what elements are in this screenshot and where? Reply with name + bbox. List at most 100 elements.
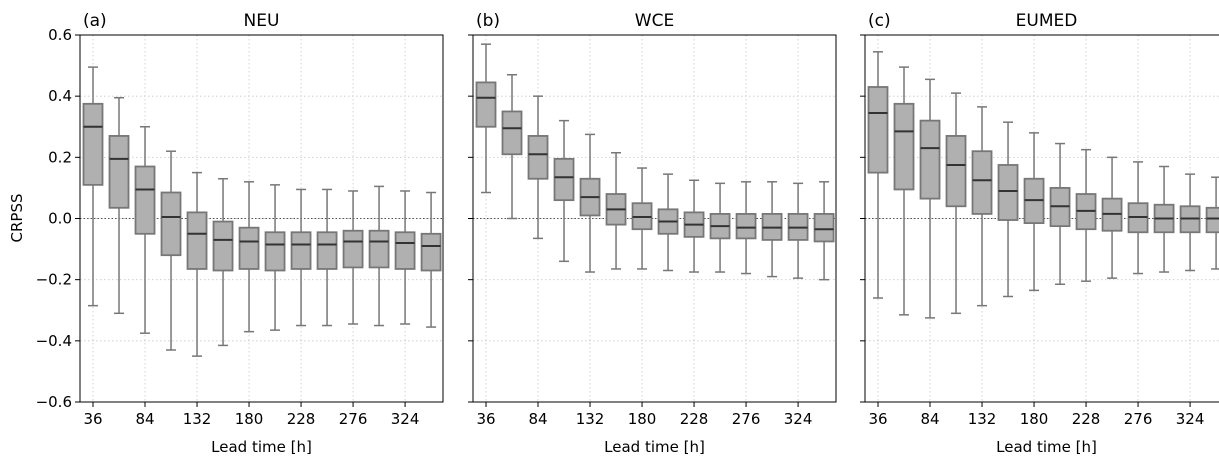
y-axis-label: CRPSS [8, 194, 26, 243]
box-body [919, 119, 941, 200]
box-276 [735, 181, 757, 275]
box-body [945, 135, 967, 208]
box-276 [342, 190, 364, 325]
box-180 [238, 181, 260, 333]
x-tick-label: 228 [1072, 410, 1101, 428]
panel-title: WCE [635, 11, 674, 31]
box-body [160, 191, 182, 257]
box-body [475, 81, 497, 128]
box-body [82, 102, 104, 186]
x-tick-label: 228 [680, 410, 709, 428]
x-tick-label: 132 [968, 410, 997, 428]
x-tick-label: 132 [576, 410, 605, 428]
box-108 [945, 92, 967, 315]
panel-eumed: 36 84 132 180 228 276 324 Lead time [h] (c) EUMED [860, 11, 1219, 456]
box-324 [394, 190, 416, 325]
box-36 [475, 43, 497, 194]
x-tick-label: 36 [83, 410, 102, 428]
x-tick-label: 180 [235, 410, 264, 428]
y-tick-label: 0.0 [48, 210, 72, 228]
box-132 [971, 106, 993, 307]
box-252 [709, 182, 731, 273]
box-body [108, 135, 130, 209]
box-156 [997, 121, 1019, 298]
panel-label: (b) [476, 11, 500, 31]
x-tick-label: 36 [868, 410, 887, 428]
box-156 [605, 151, 627, 270]
box-300 [368, 185, 390, 327]
box-84 [919, 78, 941, 319]
panel-wce: 36 84 132 180 228 276 324 Lead time [h] (b) WCE [468, 11, 837, 456]
box-228 [683, 179, 705, 273]
box-body [420, 232, 442, 272]
box-body [290, 231, 312, 270]
box-180 [1023, 132, 1045, 292]
box-body [316, 231, 338, 270]
box-132 [186, 171, 208, 357]
y-tick-label: 0.6 [48, 26, 72, 44]
box-body [735, 213, 757, 240]
x-axis-label: Lead time [h] [996, 438, 1097, 456]
box-108 [160, 150, 182, 351]
panel-title: NEU [244, 11, 280, 31]
x-tick-label: 324 [784, 410, 813, 428]
x-tick-label: 276 [339, 410, 368, 428]
box-348 [813, 181, 835, 281]
box-60 [108, 96, 130, 315]
box-108 [553, 119, 575, 263]
x-axis-label: Lead time [h] [211, 438, 312, 456]
box-252 [316, 188, 338, 327]
box-body [867, 86, 889, 174]
panel-label: (c) [868, 11, 891, 31]
box-300 [1153, 165, 1175, 273]
x-axis-label: Lead time [h] [604, 438, 705, 456]
x-tick-label: 324 [1176, 410, 1205, 428]
x-tick-label: 276 [732, 410, 761, 428]
panel-label: (a) [83, 11, 107, 31]
box-body [893, 102, 915, 191]
x-tick-label: 84 [135, 410, 154, 428]
box-36 [82, 66, 104, 307]
x-tick-label: 132 [183, 410, 212, 428]
x-tick-label: 276 [1124, 410, 1153, 428]
box-body [501, 110, 523, 156]
x-tick-label: 324 [391, 410, 420, 428]
box-body [553, 157, 575, 202]
y-tick-label: −0.2 [36, 271, 72, 289]
x-tick-label: 180 [1020, 410, 1049, 428]
box-204 [657, 173, 679, 272]
box-body [1205, 206, 1219, 234]
y-tick-label: 0.4 [48, 87, 72, 105]
x-tick-label: 180 [628, 410, 657, 428]
box-204 [264, 184, 286, 331]
box-body [264, 231, 286, 272]
box-60 [893, 66, 915, 316]
x-tick-label: 36 [476, 410, 495, 428]
x-tick-label: 84 [528, 410, 547, 428]
box-84 [134, 126, 156, 334]
box-84 [527, 95, 549, 240]
box-body [997, 164, 1019, 221]
box-body [813, 213, 835, 243]
box-body [527, 135, 549, 180]
panel-title: EUMED [1016, 11, 1078, 31]
box-body [971, 150, 993, 215]
box-body [368, 229, 390, 269]
box-228 [1075, 148, 1097, 282]
box-204 [1049, 142, 1071, 286]
box-body [342, 229, 364, 269]
box-300 [761, 181, 783, 278]
box-body [212, 220, 234, 272]
box-body [238, 226, 260, 270]
box-36 [867, 51, 889, 299]
panel-neu: −0.6 −0.4 −0.2 0.0 0.2 0.4 0.6 36 84 132 180 228 276… [36, 11, 444, 456]
box-228 [290, 188, 312, 327]
box-324 [787, 182, 809, 279]
box-132 [579, 133, 601, 273]
box-252 [1101, 156, 1123, 279]
box-276 [1127, 161, 1149, 275]
box-body [134, 165, 156, 235]
box-156 [212, 177, 234, 347]
box-324 [1179, 173, 1201, 272]
